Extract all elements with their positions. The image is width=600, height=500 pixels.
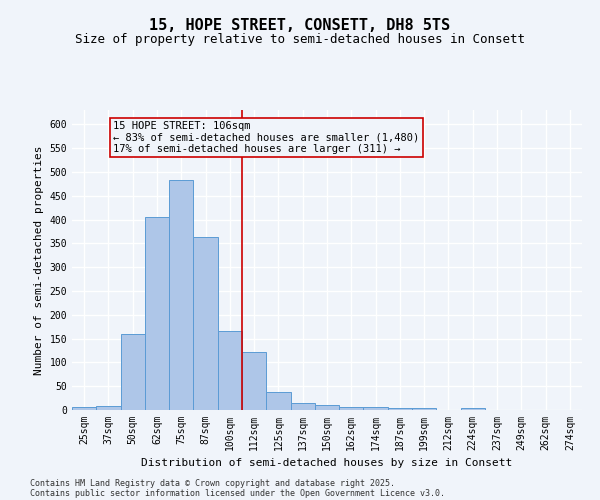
Bar xyxy=(242,352,266,410)
Text: Contains public sector information licensed under the Open Government Licence v3: Contains public sector information licen… xyxy=(30,488,445,498)
Bar xyxy=(121,334,145,410)
Bar xyxy=(315,405,339,410)
Text: Size of property relative to semi-detached houses in Consett: Size of property relative to semi-detach… xyxy=(75,32,525,46)
Text: 15 HOPE STREET: 106sqm
← 83% of semi-detached houses are smaller (1,480)
17% of : 15 HOPE STREET: 106sqm ← 83% of semi-det… xyxy=(113,121,419,154)
Bar xyxy=(218,332,242,410)
Bar xyxy=(266,392,290,410)
Text: Contains HM Land Registry data © Crown copyright and database right 2025.: Contains HM Land Registry data © Crown c… xyxy=(30,478,395,488)
Y-axis label: Number of semi-detached properties: Number of semi-detached properties xyxy=(34,145,44,375)
Bar xyxy=(96,406,121,410)
Bar xyxy=(364,406,388,410)
Bar xyxy=(388,408,412,410)
Bar xyxy=(193,237,218,410)
Bar xyxy=(461,408,485,410)
Bar xyxy=(412,408,436,410)
Bar xyxy=(169,180,193,410)
Text: 15, HOPE STREET, CONSETT, DH8 5TS: 15, HOPE STREET, CONSETT, DH8 5TS xyxy=(149,18,451,32)
Bar xyxy=(72,407,96,410)
Bar xyxy=(339,406,364,410)
Bar xyxy=(145,217,169,410)
Bar xyxy=(290,403,315,410)
X-axis label: Distribution of semi-detached houses by size in Consett: Distribution of semi-detached houses by … xyxy=(142,458,512,468)
